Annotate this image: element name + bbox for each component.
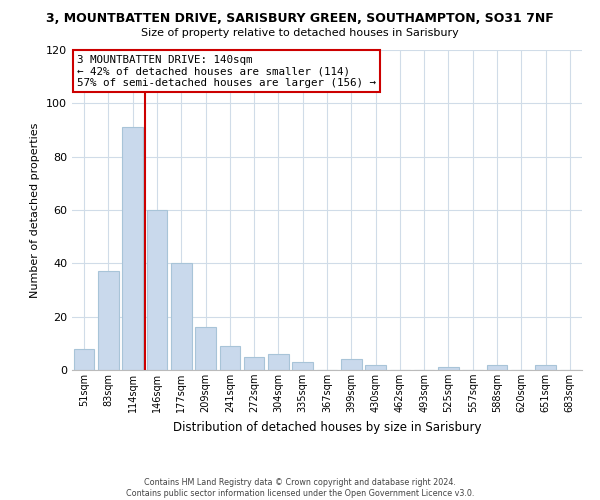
- Bar: [98, 272, 119, 370]
- Bar: [487, 364, 508, 370]
- Text: 3 MOUNTBATTEN DRIVE: 140sqm
← 42% of detached houses are smaller (114)
57% of se: 3 MOUNTBATTEN DRIVE: 140sqm ← 42% of det…: [77, 55, 376, 88]
- Bar: [74, 348, 94, 370]
- Bar: [268, 354, 289, 370]
- Bar: [535, 364, 556, 370]
- Bar: [195, 328, 216, 370]
- Text: 3, MOUNTBATTEN DRIVE, SARISBURY GREEN, SOUTHAMPTON, SO31 7NF: 3, MOUNTBATTEN DRIVE, SARISBURY GREEN, S…: [46, 12, 554, 26]
- Bar: [122, 128, 143, 370]
- Bar: [292, 362, 313, 370]
- Text: Contains HM Land Registry data © Crown copyright and database right 2024.
Contai: Contains HM Land Registry data © Crown c…: [126, 478, 474, 498]
- Bar: [244, 356, 265, 370]
- Bar: [365, 364, 386, 370]
- Bar: [220, 346, 240, 370]
- Text: Size of property relative to detached houses in Sarisbury: Size of property relative to detached ho…: [141, 28, 459, 38]
- Bar: [438, 368, 459, 370]
- X-axis label: Distribution of detached houses by size in Sarisbury: Distribution of detached houses by size …: [173, 420, 481, 434]
- Bar: [146, 210, 167, 370]
- Bar: [341, 360, 362, 370]
- Y-axis label: Number of detached properties: Number of detached properties: [31, 122, 40, 298]
- Bar: [171, 264, 191, 370]
